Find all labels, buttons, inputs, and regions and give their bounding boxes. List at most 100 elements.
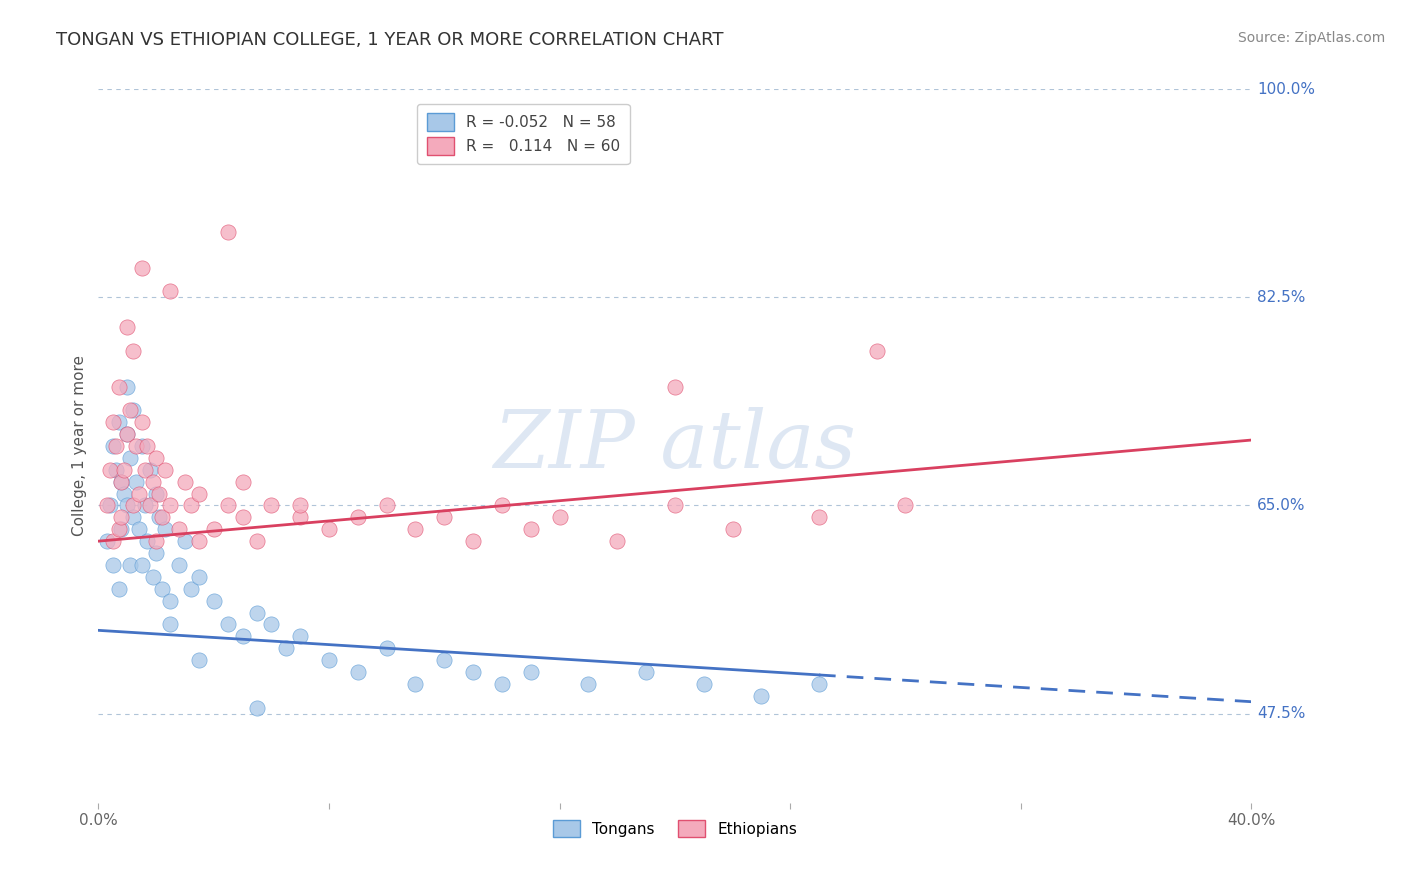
Point: [808, 677, 831, 691]
Point: [866, 343, 889, 358]
Point: [153, 522, 176, 536]
Point: [463, 665, 485, 679]
Text: Source: ZipAtlas.com: Source: ZipAtlas.com: [1237, 31, 1385, 45]
Point: [117, 499, 139, 513]
Point: [131, 260, 153, 275]
Point: [433, 653, 456, 667]
Point: [145, 486, 167, 500]
Point: [347, 665, 370, 679]
Point: [122, 403, 145, 417]
Point: [104, 463, 127, 477]
Point: [159, 499, 181, 513]
Point: [134, 463, 156, 477]
Point: [405, 677, 427, 691]
Point: [231, 510, 254, 524]
Point: [131, 415, 153, 429]
Text: 100.0%: 100.0%: [1257, 82, 1315, 96]
Point: [153, 463, 176, 477]
Point: [136, 439, 159, 453]
Point: [375, 499, 398, 513]
Point: [120, 450, 142, 465]
Point: [318, 522, 340, 536]
Point: [188, 570, 211, 584]
Point: [117, 379, 139, 393]
Point: [578, 677, 600, 691]
Point: [107, 379, 129, 393]
Point: [202, 522, 225, 536]
Point: [290, 629, 312, 643]
Legend: Tongans, Ethiopians: Tongans, Ethiopians: [546, 813, 804, 845]
Point: [110, 475, 132, 489]
Point: [131, 558, 153, 572]
Point: [290, 510, 312, 524]
Point: [217, 499, 239, 513]
Point: [101, 558, 124, 572]
Point: [122, 343, 145, 358]
Point: [159, 285, 181, 299]
Point: [167, 522, 190, 536]
Point: [231, 629, 254, 643]
Point: [150, 582, 173, 596]
Point: [145, 450, 167, 465]
Point: [110, 475, 132, 489]
Point: [122, 499, 145, 513]
Point: [246, 606, 269, 620]
Point: [107, 415, 129, 429]
Point: [101, 415, 124, 429]
Point: [318, 653, 340, 667]
Point: [142, 475, 165, 489]
Point: [231, 475, 254, 489]
Point: [375, 641, 398, 656]
Point: [246, 700, 269, 714]
Point: [751, 689, 773, 703]
Point: [98, 463, 121, 477]
Point: [128, 486, 150, 500]
Point: [96, 534, 118, 549]
Text: 65.0%: 65.0%: [1257, 498, 1306, 513]
Point: [120, 558, 142, 572]
Y-axis label: College, 1 year or more: College, 1 year or more: [72, 356, 87, 536]
Point: [107, 522, 129, 536]
Text: TONGAN VS ETHIOPIAN COLLEGE, 1 YEAR OR MORE CORRELATION CHART: TONGAN VS ETHIOPIAN COLLEGE, 1 YEAR OR M…: [56, 31, 724, 49]
Point: [174, 534, 197, 549]
Point: [142, 570, 165, 584]
Point: [246, 534, 269, 549]
Point: [120, 403, 142, 417]
Text: 47.5%: 47.5%: [1257, 706, 1306, 721]
Point: [117, 427, 139, 442]
Point: [491, 677, 513, 691]
Point: [104, 439, 127, 453]
Point: [188, 486, 211, 500]
Point: [217, 617, 239, 632]
Point: [136, 534, 159, 549]
Point: [96, 499, 118, 513]
Point: [148, 510, 170, 524]
Point: [107, 582, 129, 596]
Point: [188, 653, 211, 667]
Point: [347, 510, 370, 524]
Point: [721, 522, 744, 536]
Point: [117, 320, 139, 334]
Point: [808, 510, 831, 524]
Point: [894, 499, 917, 513]
Point: [664, 499, 686, 513]
Point: [148, 486, 170, 500]
Point: [180, 499, 202, 513]
Point: [274, 641, 297, 656]
Point: [150, 510, 173, 524]
Point: [520, 665, 543, 679]
Text: ZIP atlas: ZIP atlas: [494, 408, 856, 484]
Point: [202, 593, 225, 607]
Point: [159, 617, 181, 632]
Point: [174, 475, 197, 489]
Point: [128, 522, 150, 536]
Point: [548, 510, 571, 524]
Point: [433, 510, 456, 524]
Point: [112, 486, 135, 500]
Point: [131, 439, 153, 453]
Point: [290, 499, 312, 513]
Point: [520, 522, 543, 536]
Point: [188, 534, 211, 549]
Point: [636, 665, 658, 679]
Point: [167, 558, 190, 572]
